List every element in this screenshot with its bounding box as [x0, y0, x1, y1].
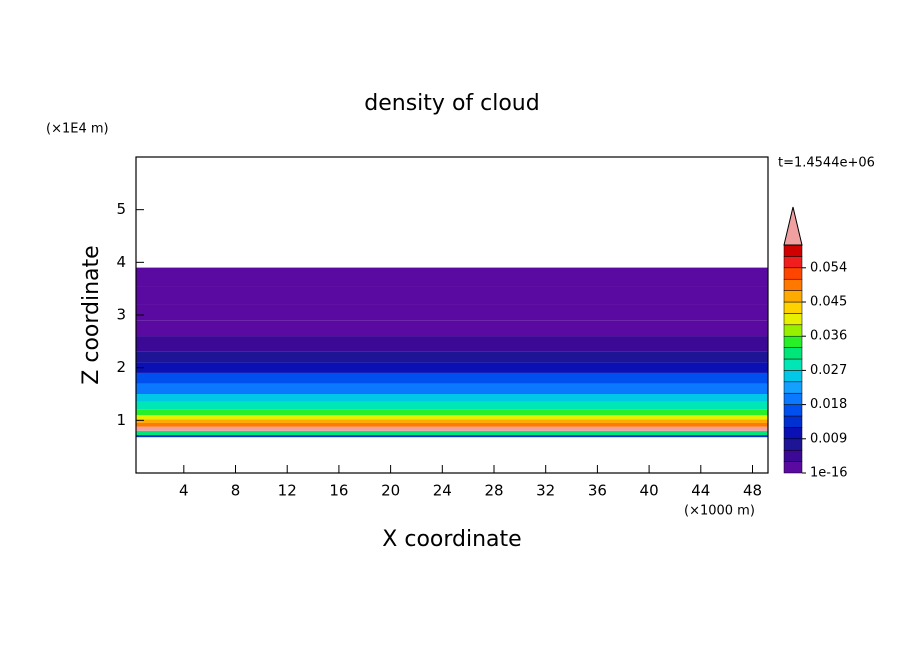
colorbar-segment [783, 301, 803, 314]
colorbar-segment [783, 449, 803, 462]
time-label: t=1.4544e+06 [778, 156, 875, 171]
x-axis-label: X coordinate [382, 527, 521, 552]
y-tick-label: 1 [116, 411, 126, 429]
field-band [136, 351, 768, 363]
field-band [136, 435, 768, 438]
field-band [136, 422, 768, 427]
x-tick-label: 12 [278, 482, 297, 500]
x-tick-label: 44 [691, 482, 710, 500]
field-band [136, 419, 768, 423]
colorbar-segment [783, 244, 803, 257]
x-tick-label: 36 [588, 482, 607, 500]
field-band [136, 409, 768, 416]
x-tick-label: 24 [433, 482, 452, 500]
field-band [136, 401, 768, 410]
field-band [136, 362, 768, 373]
y-unit: (×1E4 m) [46, 122, 109, 137]
x-tick-label: 20 [381, 482, 400, 500]
colorbar-segment [783, 415, 803, 428]
x-tick-label: 28 [484, 482, 503, 500]
field-band [136, 383, 768, 394]
chart-title: density of cloud [364, 91, 539, 116]
x-tick-label: 32 [536, 482, 555, 500]
colorbar-segment [783, 324, 803, 337]
colorbar-segment [783, 358, 803, 371]
field-band [136, 415, 768, 420]
y-tick-label: 5 [116, 200, 126, 218]
colorbar-segment [783, 381, 803, 394]
colorbar-tick-label: 0.054 [810, 260, 847, 275]
x-tick-label: 4 [179, 482, 189, 500]
colorbar-tick-label: 1e-16 [810, 466, 848, 481]
colorbar-tick-label: 0.045 [810, 295, 847, 310]
colorbar-segment [783, 256, 803, 269]
colorbar-segment [783, 313, 803, 326]
colorbar-segment [783, 392, 803, 405]
colorbar-segment [783, 278, 803, 291]
colorbar-tick-label: 0.036 [810, 329, 847, 344]
x-tick-label: 16 [329, 482, 348, 500]
field-band [136, 430, 768, 436]
colorbar-segment [783, 427, 803, 440]
colorbar-tick-label: 0.018 [810, 397, 847, 412]
y-axis-label: Z coordinate [79, 245, 104, 384]
x-unit: (×1000 m) [684, 504, 755, 519]
colorbar-tick-label: 0.027 [810, 363, 847, 378]
colorbar-segment [783, 438, 803, 451]
colorbar-overflow [783, 206, 803, 246]
y-tick-label: 3 [116, 306, 126, 324]
field-band [136, 336, 768, 352]
field-band [136, 394, 768, 402]
colorbar-segment [783, 290, 803, 303]
colorbar-segment [783, 335, 803, 348]
colorbar-segment [783, 347, 803, 360]
field-band [136, 372, 768, 384]
colorbar-segment [783, 267, 803, 280]
field-band [136, 286, 768, 305]
colorbar-segment [783, 370, 803, 383]
field-band [136, 320, 768, 337]
x-tick-label: 8 [231, 482, 241, 500]
field-band [136, 304, 768, 321]
field-band [136, 426, 768, 431]
field-band [136, 267, 768, 287]
colorbar-tick-label: 0.009 [810, 431, 847, 446]
x-tick-label: 48 [743, 482, 762, 500]
colorbar-segment [783, 461, 803, 474]
y-tick-label: 2 [116, 358, 126, 376]
x-tick-label: 40 [640, 482, 659, 500]
y-tick-label: 4 [116, 253, 126, 271]
colorbar-segment [783, 404, 803, 417]
